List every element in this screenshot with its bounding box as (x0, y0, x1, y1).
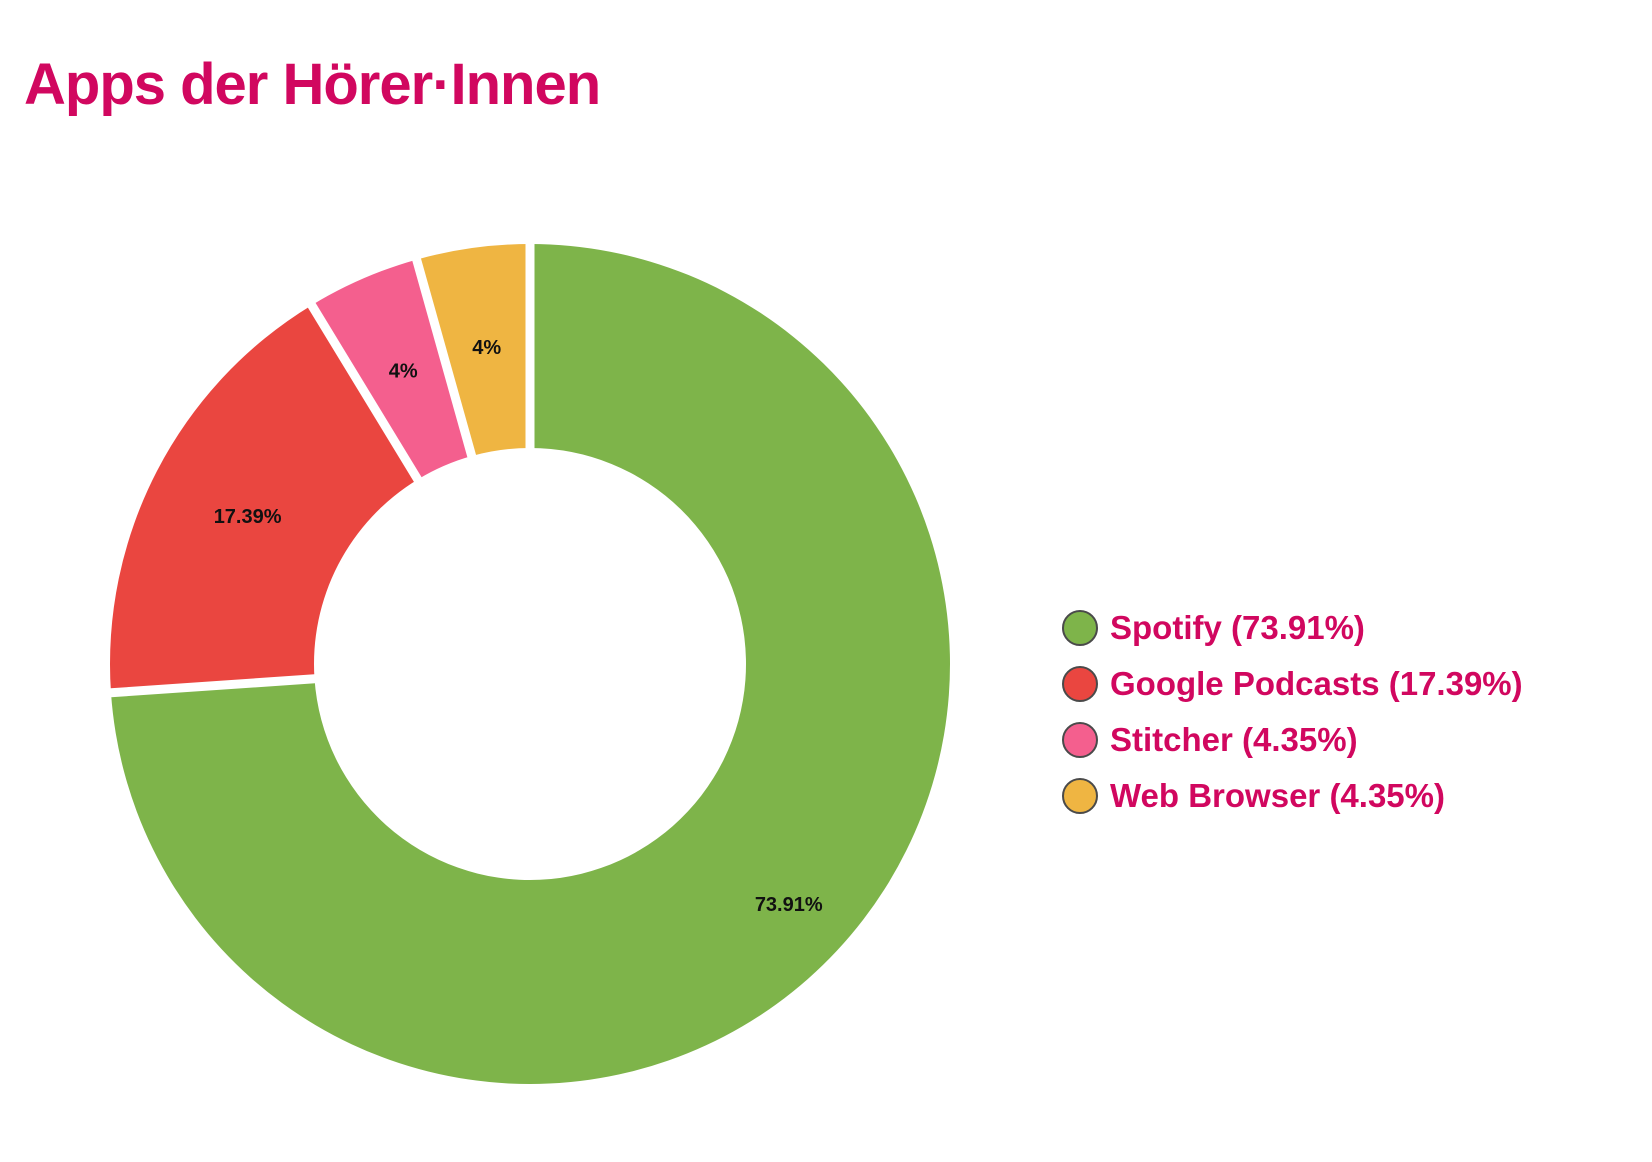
legend-item-spotify[interactable]: Spotify (73.91%) (1062, 600, 1523, 656)
chart-title: Apps der Hörer·Innen (24, 52, 601, 117)
legend-item-stitcher[interactable]: Stitcher (4.35%) (1062, 712, 1523, 768)
slice-label-google-podcasts: 17.39% (214, 506, 282, 528)
slice-label-stitcher: 4% (389, 361, 418, 383)
legend-label-spotify: Spotify (73.91%) (1110, 609, 1365, 646)
legend-label-google-podcasts: Google Podcasts (17.39%) (1110, 665, 1523, 702)
slice-google-podcasts[interactable] (110, 305, 418, 693)
legend-swatch-google-podcasts (1062, 666, 1098, 702)
legend: Spotify (73.91%) Google Podcasts (17.39%… (1062, 600, 1523, 824)
slice-spotify[interactable] (110, 244, 951, 1084)
legend-swatch-spotify (1062, 610, 1098, 646)
legend-item-google-podcasts[interactable]: Google Podcasts (17.39%) (1062, 656, 1523, 712)
legend-swatch-web-browser (1062, 778, 1098, 814)
slice-label-web-browser: 4% (472, 337, 501, 359)
slice-separator (411, 256, 477, 460)
slice-web-browser[interactable] (416, 244, 530, 457)
slice-label-spotify: 73.91% (755, 894, 823, 916)
legend-label-stitcher: Stitcher (4.35%) (1110, 721, 1358, 758)
legend-swatch-stitcher (1062, 722, 1098, 758)
legend-item-web-browser[interactable]: Web Browser (4.35%) (1062, 768, 1523, 824)
legend-label-web-browser: Web Browser (4.35%) (1110, 777, 1445, 814)
slice-separator (306, 301, 423, 484)
slice-separator (108, 674, 317, 698)
